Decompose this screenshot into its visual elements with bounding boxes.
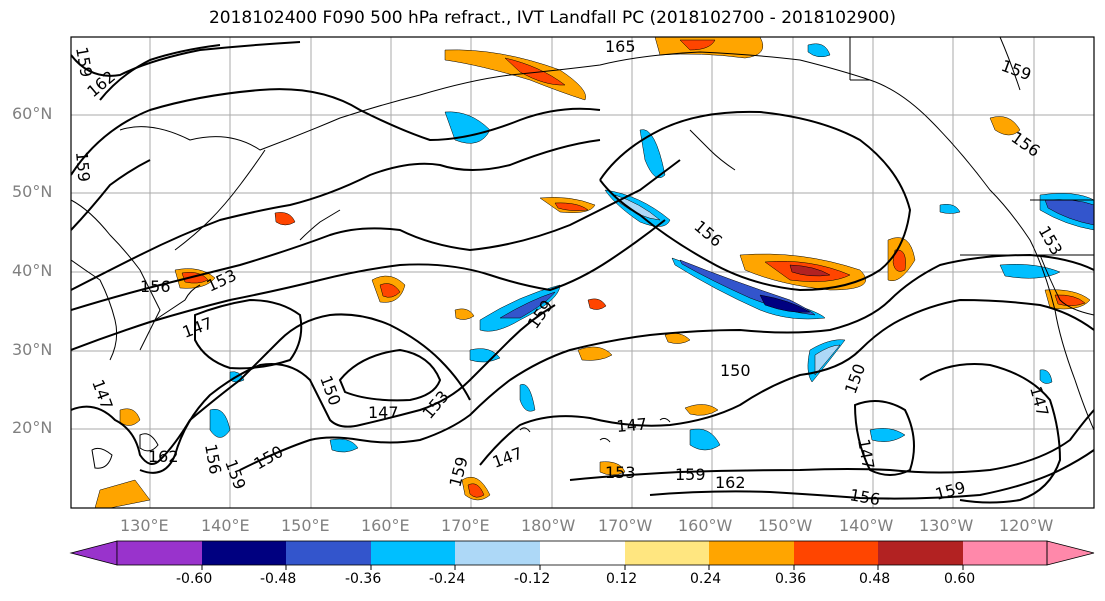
lon-label: 170°E [441, 516, 490, 535]
lon-label: 160°W [678, 516, 733, 535]
colorbar-tick-label: 0.24 [690, 571, 722, 587]
lon-label: 170°W [598, 516, 653, 535]
contour-label: 162 [148, 447, 179, 466]
lon-label: 150°E [281, 516, 330, 535]
colorbar-tick-label: -0.24 [429, 571, 466, 587]
lon-label: 150°W [758, 516, 813, 535]
colorbar-tick-label: 0.48 [859, 571, 891, 587]
lat-label: 50°N [12, 182, 53, 201]
lat-label: 20°N [12, 418, 53, 437]
lat-label: 60°N [12, 104, 53, 123]
lon-label: 120°W [999, 516, 1054, 535]
colorbar-tick-label: -0.60 [176, 571, 213, 587]
colorbar-tick-label: -0.48 [260, 571, 297, 587]
contour-label: 150 [720, 361, 751, 380]
colorbar-tick-label: 0.60 [944, 571, 976, 587]
colorbar-tick-label: -0.12 [514, 571, 551, 587]
lon-label: 130°E [120, 516, 169, 535]
contour-label: 153 [605, 463, 636, 482]
lat-label: 40°N [12, 261, 53, 280]
contour-label: 159 [72, 151, 94, 183]
lon-label: 160°E [361, 516, 410, 535]
lon-label: 130°W [919, 516, 974, 535]
lon-label: 140°W [839, 516, 894, 535]
contour-label: 147 [616, 414, 648, 436]
lon-label: 140°E [201, 516, 250, 535]
contour-label: 162 [715, 473, 746, 492]
contour-label: 156 [140, 277, 171, 296]
map-frame [70, 36, 1095, 509]
colorbar-tick-label: -0.36 [345, 571, 382, 587]
lat-label: 30°N [12, 340, 53, 359]
colorbar-tick-label: 0.36 [775, 571, 807, 587]
contour-label: 165 [605, 37, 636, 56]
contour-label: 156 [848, 485, 881, 509]
contour-label: 159 [675, 465, 706, 484]
height-contours [71, 41, 1094, 504]
lon-label: 180°W [521, 516, 576, 535]
contour-label: 147 [368, 403, 399, 422]
map-gridlines [71, 37, 1094, 508]
map-title: 2018102400 F090 500 hPa refract., IVT La… [208, 8, 896, 28]
colorbar-tick-label: 0.12 [606, 571, 638, 587]
